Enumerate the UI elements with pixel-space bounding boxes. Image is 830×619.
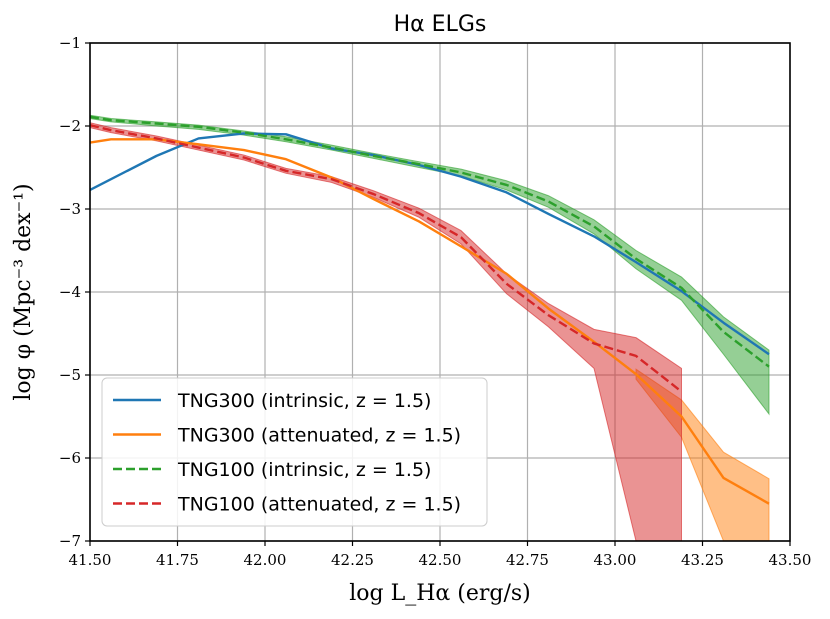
axis-ticks: 41.50 41.75 42.00 42.25 42.50 42.75 43.00 43.25… [59, 34, 812, 569]
legend: TNG300 (intrinsic, z = 1.5) TNG300 (atten… [101, 377, 488, 527]
x-tick-label: 43.50 [769, 551, 812, 569]
x-tick-label: 41.50 [69, 551, 112, 569]
x-tick-label: 42.50 [419, 551, 462, 569]
x-tick-label: 42.75 [506, 551, 549, 569]
chart-title: Hα ELGs [394, 12, 487, 37]
y-tick-label: −7 [59, 532, 81, 550]
line-series-4 [89, 124, 683, 393]
x-tick-label: 42.25 [331, 551, 374, 569]
legend-label-1: TNG300 (intrinsic, z = 1.5) [177, 390, 431, 412]
legend-label-3: TNG100 (intrinsic, z = 1.5) [177, 459, 431, 481]
x-tick-label: 43.00 [594, 551, 637, 569]
y-tick-label: −2 [59, 117, 81, 135]
line-series-3 [89, 115, 770, 368]
x-tick-label: 41.75 [156, 551, 199, 569]
legend-label-2: TNG300 (attenuated, z = 1.5) [177, 425, 461, 447]
legend-box [101, 377, 488, 527]
x-tick-label: 43.25 [681, 551, 724, 569]
line-series-1 [89, 132, 770, 356]
legend-label-4: TNG100 (attenuated, z = 1.5) [177, 494, 461, 516]
band-series-3 [89, 114, 770, 416]
y-tick-label: −6 [59, 449, 81, 467]
y-tick-label: −1 [59, 34, 81, 52]
x-axis-label: log L_Hα (erg/s) [349, 581, 531, 606]
series-lines [89, 115, 770, 505]
y-tick-label: −4 [59, 283, 81, 301]
y-axis-label: log φ (Mpc⁻³ dex⁻¹) [11, 183, 36, 400]
y-tick-label: −3 [59, 200, 81, 218]
y-tick-label: −5 [59, 366, 81, 384]
line-series-2 [89, 138, 770, 505]
x-tick-label: 42.00 [244, 551, 287, 569]
